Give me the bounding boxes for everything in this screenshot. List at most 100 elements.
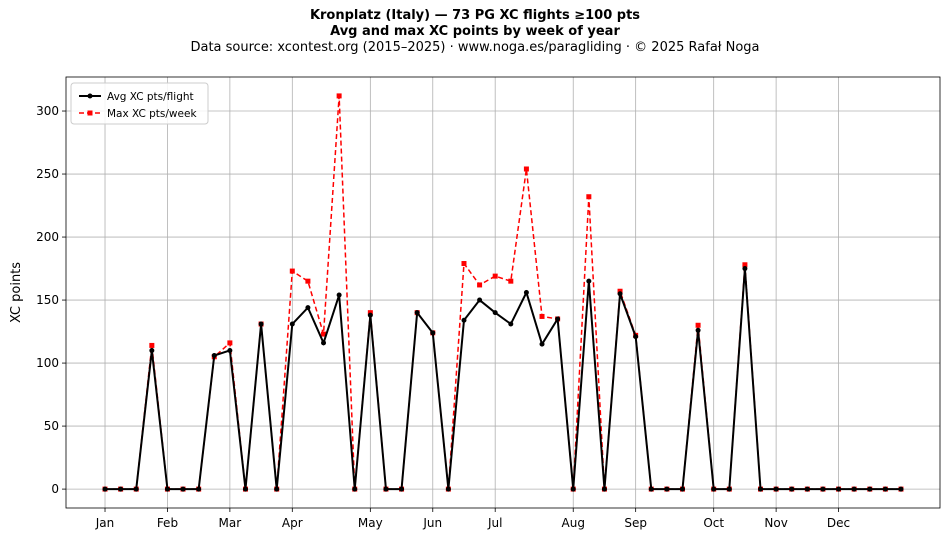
data-point: [601, 486, 607, 492]
series-line: [105, 95, 901, 490]
legend-swatch-marker: [87, 93, 93, 99]
x-tick-label: Oct: [703, 516, 724, 530]
series-group: [102, 93, 904, 492]
x-tick-label: Aug: [562, 516, 585, 530]
data-point: [149, 347, 155, 353]
data-point: [695, 327, 701, 333]
y-tick-label: 100: [36, 356, 59, 370]
data-point: [648, 486, 654, 492]
series-line: [105, 268, 901, 491]
data-point: [570, 486, 576, 492]
data-point: [180, 486, 186, 492]
data-point: [586, 278, 592, 284]
x-tick-label: Jul: [487, 516, 502, 530]
data-point: [336, 292, 342, 298]
chart-data-source: Data source: xcontest.org (2015–2025) · …: [190, 40, 760, 55]
x-tick-label: Mar: [219, 516, 242, 530]
data-point: [211, 353, 217, 359]
data-point: [274, 486, 280, 492]
data-point: [492, 273, 498, 279]
data-point: [352, 486, 358, 492]
y-tick-label: 300: [36, 104, 59, 118]
plot-area-frame: [65, 76, 941, 509]
data-point: [289, 268, 295, 274]
y-tick-label: 50: [44, 419, 59, 433]
x-axis: Jan Feb Mar Apr May Jun Jul Aug Sep Oct Nov Dec: [95, 508, 850, 530]
data-point: [742, 266, 748, 272]
data-point: [102, 486, 108, 492]
y-tick-label: 250: [36, 167, 59, 181]
series-max: [102, 93, 904, 492]
legend: Avg XC pts/flight Max XC pts/week: [70, 82, 209, 125]
legend-label: Max XC pts/week: [107, 108, 197, 120]
x-tick-label: Apr: [282, 516, 303, 530]
series-avg: [102, 266, 904, 492]
legend-box: [70, 82, 209, 125]
data-point: [461, 317, 467, 323]
data-point: [695, 322, 701, 328]
data-point: [898, 486, 904, 492]
data-point: [867, 486, 873, 492]
data-point: [445, 486, 451, 492]
data-point: [305, 305, 311, 311]
data-point: [227, 347, 233, 353]
data-point: [321, 340, 327, 346]
data-point: [555, 316, 561, 322]
data-point: [430, 330, 436, 336]
data-point: [367, 310, 373, 316]
data-point: [164, 486, 170, 492]
data-point: [118, 486, 124, 492]
data-point: [149, 342, 155, 348]
grid-lines: [66, 77, 940, 508]
data-point: [227, 340, 233, 346]
data-point: [742, 262, 748, 268]
y-tick-label: 150: [36, 293, 59, 307]
data-point: [508, 278, 514, 284]
data-point: [804, 486, 810, 492]
data-point: [539, 313, 545, 319]
chart-title-block: Kronplatz (Italy) — 73 PG XC flights ≥10…: [0, 8, 950, 56]
y-tick-label: 0: [51, 482, 59, 496]
data-point: [617, 291, 623, 297]
data-point: [617, 288, 623, 294]
y-axis-label: XC points: [9, 262, 24, 323]
data-point: [242, 486, 248, 492]
data-point: [586, 194, 592, 200]
data-point: [305, 278, 311, 284]
data-point: [321, 331, 327, 337]
data-point: [679, 486, 685, 492]
data-point: [882, 486, 888, 492]
data-point: [523, 166, 529, 172]
chart-subtitle-bold: Avg and max XC points by week of year: [330, 24, 620, 39]
data-point: [711, 486, 717, 492]
data-point: [289, 321, 295, 327]
x-tick-label: Jun: [422, 516, 442, 530]
chart-title: Kronplatz (Italy) — 73 PG XC flights ≥10…: [309, 8, 641, 23]
data-point: [789, 486, 795, 492]
data-point: [836, 486, 842, 492]
data-point: [758, 486, 764, 492]
data-point: [383, 486, 389, 492]
data-point: [258, 321, 264, 327]
data-point: [726, 486, 732, 492]
y-axis: 0 50 100 150 200 250 300: [36, 104, 66, 496]
data-point: [773, 486, 779, 492]
data-point: [477, 282, 483, 288]
data-point: [633, 334, 639, 340]
data-point: [477, 297, 483, 303]
data-point: [461, 261, 467, 267]
x-tick-label: Sep: [624, 516, 647, 530]
data-point: [508, 321, 514, 327]
data-point: [851, 486, 857, 492]
data-point: [539, 341, 545, 347]
data-point: [523, 290, 529, 295]
data-point: [399, 486, 405, 492]
x-tick-label: Feb: [157, 516, 178, 530]
data-point: [196, 486, 202, 492]
data-point: [367, 312, 373, 318]
legend-label: Avg XC pts/flight: [107, 91, 194, 103]
y-tick-label: 200: [36, 230, 59, 244]
data-point: [414, 310, 420, 316]
x-tick-label: Jan: [95, 516, 115, 530]
